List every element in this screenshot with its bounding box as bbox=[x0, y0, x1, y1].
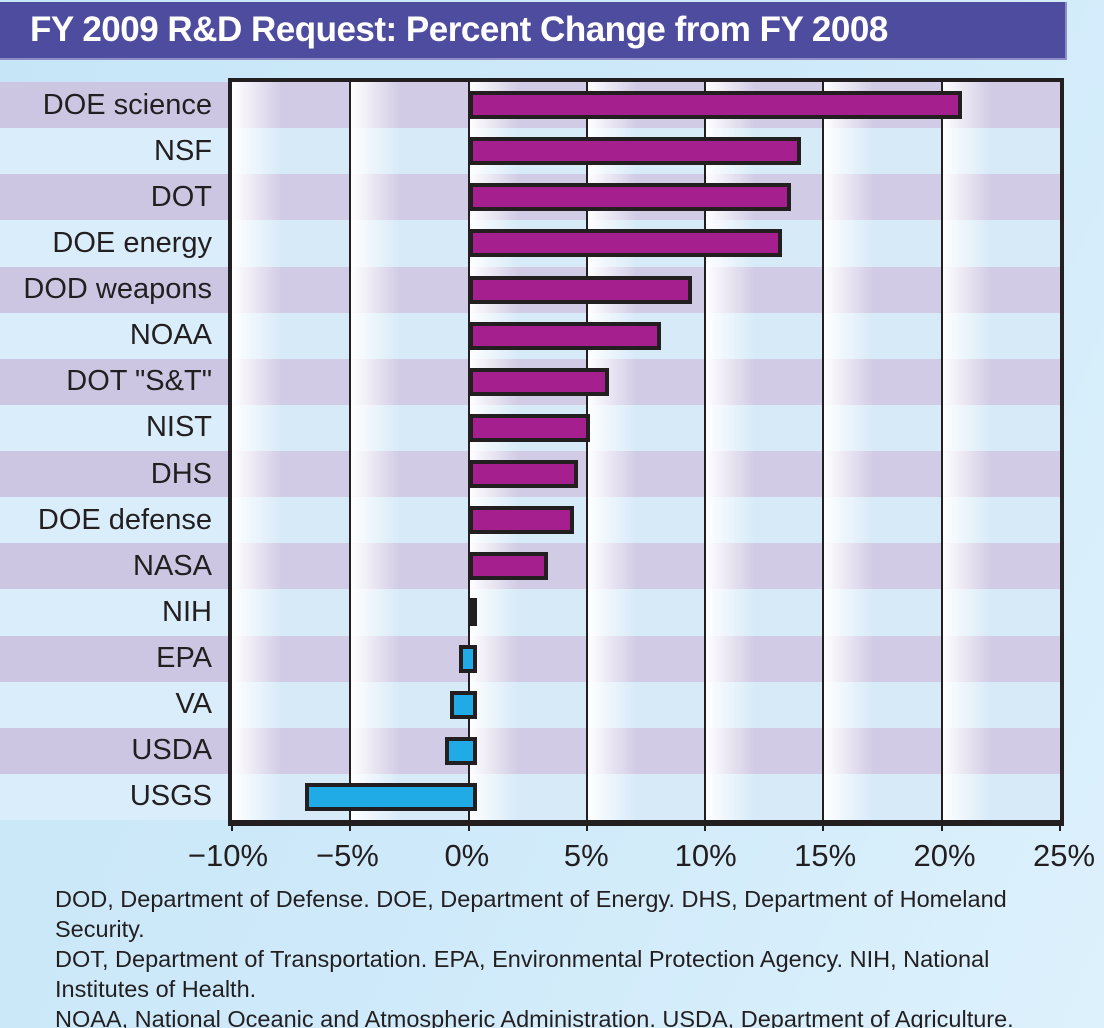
bar bbox=[468, 552, 548, 581]
category-label-column: DOE science NSF DOT DOE energy DOD weapons NO… bbox=[0, 82, 228, 820]
row-band bbox=[232, 266, 1060, 313]
row-band bbox=[232, 497, 1060, 544]
row-band bbox=[232, 635, 1060, 682]
axis-tick bbox=[940, 820, 943, 831]
row-label: DOT bbox=[0, 174, 228, 221]
row-label: DOD weapons bbox=[0, 266, 228, 313]
gridline bbox=[822, 82, 825, 820]
row-label: DOE energy bbox=[0, 220, 228, 267]
row-label: NSF bbox=[0, 128, 228, 175]
row-band bbox=[232, 82, 1060, 129]
axis-tick bbox=[585, 820, 588, 831]
axis-tick bbox=[1059, 820, 1061, 831]
row-band bbox=[232, 589, 1060, 636]
bar bbox=[468, 506, 574, 535]
footnote-line: DOD, Department of Defense. DOE, Departm… bbox=[55, 886, 1007, 942]
bar bbox=[468, 183, 792, 212]
row-label: DHS bbox=[0, 451, 228, 498]
bar bbox=[444, 736, 477, 765]
title-bar: FY 2009 R&D Request: Percent Change from… bbox=[0, 2, 1067, 60]
axis-tick-label: 0% bbox=[444, 838, 490, 873]
row-label: VA bbox=[0, 681, 228, 728]
plot-area bbox=[228, 78, 1064, 831]
bar bbox=[468, 598, 477, 627]
axis-tick bbox=[467, 820, 470, 831]
axis-tick bbox=[231, 820, 233, 831]
axis-tick-label: 20% bbox=[913, 838, 976, 873]
chart-title: FY 2009 R&D Request: Percent Change from… bbox=[30, 10, 888, 49]
row-label: DOE science bbox=[0, 82, 228, 129]
bar bbox=[459, 644, 477, 673]
row-band bbox=[232, 358, 1060, 405]
axis-tick-label: 15% bbox=[794, 838, 857, 873]
bar bbox=[468, 137, 801, 166]
bar bbox=[468, 229, 782, 258]
row-band bbox=[232, 220, 1060, 267]
row-band bbox=[232, 727, 1060, 774]
row-label: DOT "S&T" bbox=[0, 358, 228, 405]
row-label: DOE defense bbox=[0, 497, 228, 544]
row-label: USGS bbox=[0, 773, 228, 820]
gridline bbox=[940, 82, 943, 820]
bar bbox=[449, 690, 477, 719]
row-label: NASA bbox=[0, 543, 228, 590]
row-band bbox=[232, 681, 1060, 728]
axis-tick-label: 25% bbox=[1032, 838, 1096, 873]
row-label: USDA bbox=[0, 727, 228, 774]
row-label: EPA bbox=[0, 635, 228, 682]
bar bbox=[468, 460, 579, 489]
gridline bbox=[585, 82, 588, 820]
gridline bbox=[704, 82, 707, 820]
row-label: NOAA bbox=[0, 312, 228, 359]
row-band bbox=[232, 404, 1060, 451]
row-band bbox=[232, 174, 1060, 221]
axis-tick-label: 5% bbox=[563, 838, 609, 873]
axis-tick bbox=[704, 820, 707, 831]
axis-tick bbox=[822, 820, 825, 831]
footnote-line: DOT, Department of Transportation. EPA, … bbox=[55, 946, 990, 1002]
axis-tick bbox=[349, 820, 352, 831]
bar bbox=[468, 413, 591, 442]
axis-tick-label: −5% bbox=[315, 838, 379, 873]
gridline bbox=[349, 82, 352, 820]
bar bbox=[468, 275, 692, 304]
row-label: NIH bbox=[0, 589, 228, 636]
footnote-line: NOAA, National Oceanic and Atmospheric A… bbox=[55, 1006, 1014, 1028]
gridline bbox=[467, 82, 470, 820]
bar bbox=[468, 321, 662, 350]
row-bands bbox=[232, 82, 1060, 820]
axis-tick-label: −10% bbox=[187, 838, 269, 873]
bar bbox=[305, 782, 477, 811]
row-band bbox=[232, 312, 1060, 359]
row-band bbox=[232, 451, 1060, 498]
row-band bbox=[232, 773, 1060, 820]
x-axis-labels: −10% −5% 0% 5% 10% 15% 20% 25% bbox=[188, 838, 1095, 878]
bar bbox=[468, 367, 610, 396]
row-label: NIST bbox=[0, 404, 228, 451]
row-band bbox=[232, 128, 1060, 175]
axis-tick-label: 10% bbox=[674, 838, 737, 873]
bar bbox=[468, 91, 962, 120]
row-band bbox=[232, 543, 1060, 590]
footnote: DOD, Department of Defense. DOE, Departm… bbox=[55, 884, 1075, 1028]
